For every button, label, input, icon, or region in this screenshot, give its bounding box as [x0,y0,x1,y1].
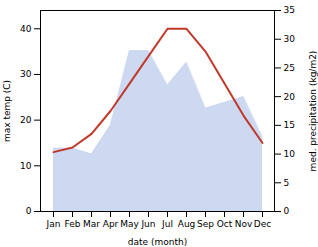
svg-text:date (month): date (month) [128,237,187,247]
svg-text:Mar: Mar [83,219,100,229]
svg-text:35: 35 [284,5,295,15]
svg-text:10: 10 [284,149,296,159]
svg-text:0: 0 [26,206,32,216]
svg-text:20: 20 [20,115,32,125]
svg-text:Jul: Jul [161,219,173,229]
svg-text:15: 15 [284,120,295,130]
svg-text:0: 0 [284,206,290,216]
svg-text:5: 5 [284,178,290,188]
svg-text:med. precipitation (kg/m2): med. precipitation (kg/m2) [308,51,318,172]
svg-text:Sep: Sep [197,219,214,229]
svg-text:Apr: Apr [103,219,119,229]
svg-text:Jun: Jun [140,219,155,229]
svg-text:40: 40 [20,24,32,34]
svg-text:Oct: Oct [217,219,233,229]
svg-text:Jan: Jan [46,219,61,229]
svg-text:Nov: Nov [235,219,253,229]
svg-text:25: 25 [284,63,295,73]
svg-text:30: 30 [20,69,32,79]
svg-text:max temp (C): max temp (C) [2,80,12,142]
svg-text:30: 30 [284,34,296,44]
svg-text:Feb: Feb [65,219,81,229]
svg-text:20: 20 [284,92,296,102]
svg-text:Aug: Aug [178,219,196,229]
svg-text:Dec: Dec [254,219,271,229]
svg-text:10: 10 [20,161,32,171]
svg-text:May: May [120,219,139,229]
